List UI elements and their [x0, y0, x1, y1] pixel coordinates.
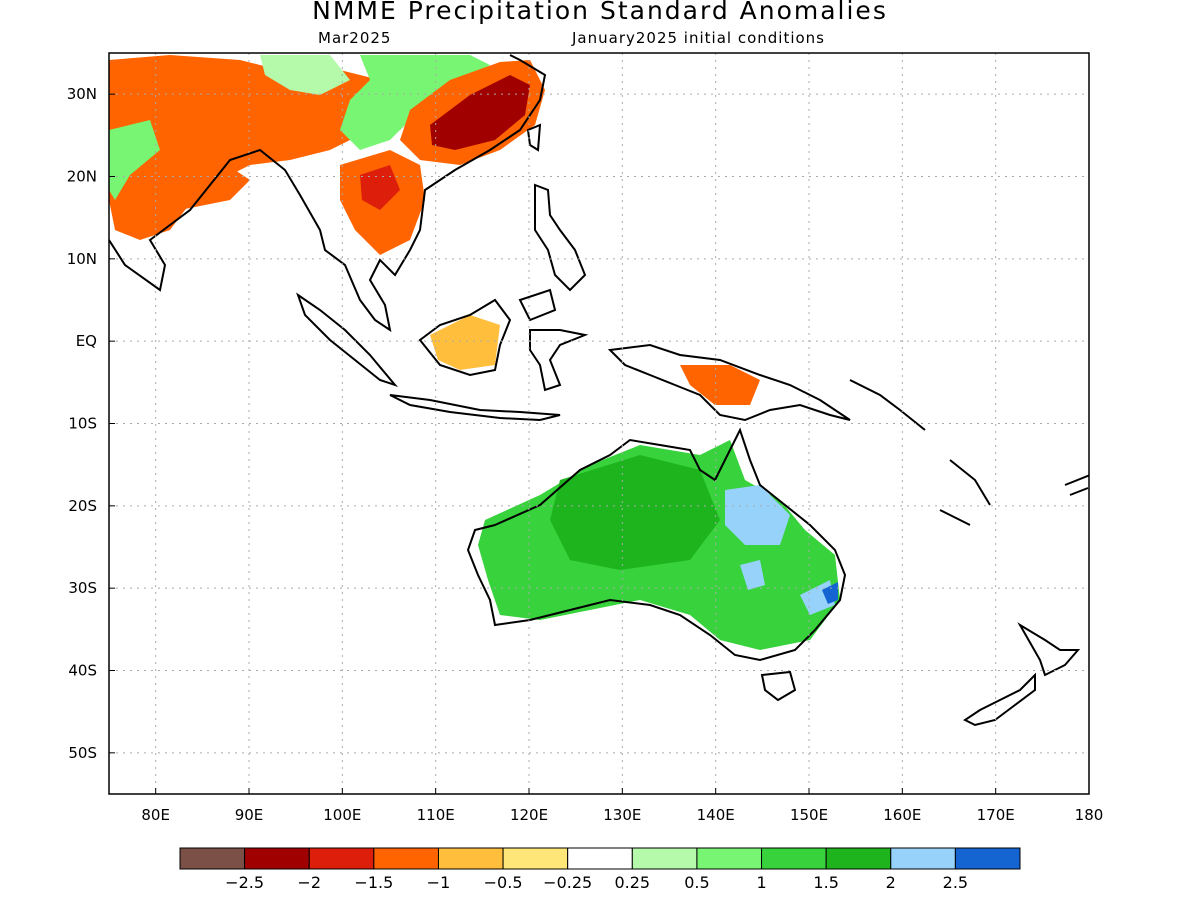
colorbar-label: −1.5	[354, 873, 393, 892]
colorbar-label: −1	[427, 873, 451, 892]
colorbar-swatch	[567, 847, 633, 870]
lon-tick-label: 90E	[235, 806, 264, 824]
coastline-pacific-islands	[849, 379, 991, 526]
coastline-new-guinea	[607, 343, 851, 422]
coastline-tasmania	[760, 670, 797, 702]
colorbar: −2.5 −2 −1.5 −1 −0.5 −0.25 0.25 0.5 1 1.5 2 2.5	[179, 847, 1021, 892]
coastline-east-pacific	[1064, 474, 1089, 496]
anomaly-region-himalaya-green	[260, 55, 350, 95]
colorbar-swatch	[890, 847, 956, 870]
lat-tick-label: 50S	[68, 744, 97, 762]
colorbar-swatch	[179, 847, 246, 870]
lon-tick-label: 100E	[323, 806, 361, 824]
anomaly-region-queensland-east-2	[740, 560, 765, 590]
lon-tick-label: 120E	[510, 806, 548, 824]
anomaly-region-central-china	[340, 55, 490, 150]
coastlines	[109, 54, 1089, 727]
colorbar-label: −2.5	[225, 873, 264, 892]
lon-tick-label: 130E	[603, 806, 641, 824]
lon-tick-label: 180	[1075, 806, 1104, 824]
coastline-sulawesi	[529, 329, 589, 392]
colorbar-swatch	[954, 847, 1021, 870]
colorbar-swatch	[825, 847, 892, 870]
coastline-new-zealand-south	[963, 672, 1036, 727]
colorbar-swatch	[761, 847, 827, 870]
anomaly-region-queensland-east	[725, 485, 790, 545]
lat-tick-label: 30S	[68, 579, 97, 597]
valid-month-label: Mar2025	[318, 29, 392, 47]
colorbar-label: 2.5	[943, 873, 968, 892]
colorbar-label: 1.5	[813, 873, 838, 892]
colorbar-swatch	[244, 847, 310, 870]
anomaly-fields	[109, 55, 840, 650]
coastline-new-zealand-north	[1017, 622, 1081, 677]
colorbar-swatch	[502, 847, 569, 870]
colorbar-label: −2	[297, 873, 321, 892]
coastline-asia-mainland	[109, 54, 547, 333]
colorbar-label: 0.25	[614, 873, 650, 892]
colorbar-swatch	[308, 847, 375, 870]
coastline-australia	[466, 427, 847, 662]
lon-tick-label: 160E	[883, 806, 921, 824]
anomaly-region-borneo	[430, 315, 500, 370]
initial-conditions-label: January2025 initial conditions	[572, 29, 825, 47]
colorbar-label: 0.5	[684, 873, 709, 892]
anomaly-region-new-guinea	[680, 365, 760, 405]
anomaly-region-south-china	[430, 75, 530, 150]
colorbar-label: −0.25	[543, 873, 592, 892]
map-title: NMME Precipitation Standard Anomalies	[312, 0, 888, 25]
axis-ticks: 80E 90E 100E 110E 120E 130E 140E 150E 160E 170E 18…	[67, 85, 1104, 824]
colorbar-label: 1	[756, 873, 766, 892]
lat-tick-label: 20N	[67, 168, 97, 186]
lon-tick-label: 140E	[697, 806, 735, 824]
anomaly-region-peninsula-india	[109, 120, 160, 200]
lat-tick-label: 10S	[68, 415, 97, 433]
coastline-borneo	[418, 298, 512, 377]
colorbar-swatch	[437, 847, 504, 870]
coastline-java	[389, 394, 561, 422]
colorbar-swatch	[696, 847, 763, 870]
coastline-philippines	[518, 183, 587, 322]
lat-tick-label: 10N	[67, 250, 97, 268]
lat-tick-label: 20S	[68, 497, 97, 515]
lon-tick-label: 150E	[790, 806, 828, 824]
coastline-sumatra	[296, 292, 399, 388]
colorbar-swatch	[631, 847, 698, 870]
anomaly-region-australia-north	[550, 455, 720, 570]
lon-tick-label: 170E	[977, 806, 1015, 824]
lat-tick-label: EQ	[76, 332, 97, 350]
lat-tick-label: 30N	[67, 85, 97, 103]
colorbar-label: −0.5	[484, 873, 523, 892]
anomaly-region-queensland-coast	[822, 582, 838, 604]
colorbar-label: 2	[886, 873, 896, 892]
colorbar-swatch	[373, 847, 439, 870]
lat-tick-label: 40S	[68, 662, 97, 680]
lon-tick-label: 110E	[417, 806, 455, 824]
anomaly-region-east-india	[125, 160, 250, 230]
coastline-taiwan	[526, 123, 542, 152]
lon-tick-label: 80E	[141, 806, 170, 824]
gridlines	[109, 53, 1089, 794]
